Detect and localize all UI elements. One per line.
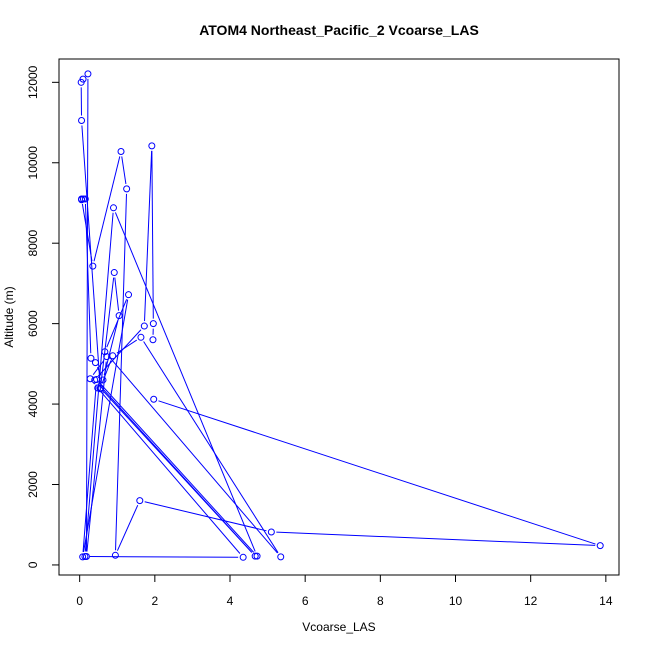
y-tick-label: 10000	[26, 146, 40, 180]
data-point	[148, 142, 156, 150]
data-point	[267, 528, 275, 536]
data-point	[109, 204, 117, 212]
data-point	[96, 384, 104, 392]
series-segment	[116, 504, 139, 551]
data-point	[596, 542, 604, 550]
data-point	[239, 553, 247, 561]
data-point	[150, 395, 158, 403]
data-point	[89, 262, 97, 270]
series-segment	[97, 383, 253, 553]
series-group	[77, 70, 604, 561]
series-segment	[151, 150, 154, 319]
y-tick-label: 4000	[26, 390, 40, 417]
data-point	[137, 333, 145, 341]
series-segment	[100, 391, 241, 554]
series-segment	[103, 320, 119, 376]
data-point	[84, 70, 92, 78]
data-point	[149, 320, 157, 328]
x-tick-label: 12	[524, 594, 538, 608]
series-segment	[115, 193, 127, 551]
data-point	[253, 552, 261, 560]
x-tick-label: 2	[151, 594, 158, 608]
series-segment	[158, 400, 596, 545]
data-point	[277, 553, 285, 561]
data-point	[109, 352, 117, 360]
x-tick-label: 10	[449, 594, 463, 608]
series-segment	[114, 212, 256, 552]
data-point	[79, 195, 87, 203]
series-segment	[84, 212, 114, 552]
data-point	[91, 376, 99, 384]
series-segment	[143, 341, 279, 553]
x-axis: 0 2 4 6 8 10 12 14	[76, 574, 613, 608]
series-segment	[116, 339, 138, 354]
series-segment	[83, 299, 129, 553]
series-segment	[107, 355, 278, 554]
data-point	[117, 148, 125, 156]
data-point	[110, 269, 118, 277]
data-point	[111, 551, 119, 559]
series-segment	[276, 531, 596, 546]
y-tick-label: 6000	[26, 310, 40, 337]
y-tick-label: 2000	[26, 471, 40, 498]
series-segment	[84, 203, 92, 354]
data-point	[115, 312, 123, 320]
x-tick-label: 8	[377, 594, 384, 608]
y-tick-label: 0	[26, 561, 40, 568]
plot-frame	[58, 58, 620, 576]
y-tick-label: 12000	[26, 65, 40, 99]
series-segment	[97, 329, 142, 377]
y-axis: 0 2000 4000 6000 8000 10000 12000	[26, 65, 60, 568]
series-segment	[81, 125, 101, 384]
series-segment	[106, 299, 128, 348]
data-point	[81, 195, 89, 203]
data-point	[251, 552, 259, 560]
series-segment	[92, 360, 105, 376]
data-point	[101, 348, 109, 356]
data-point	[140, 322, 148, 330]
series-segment	[100, 277, 115, 384]
y-tick-label: 8000	[26, 230, 40, 257]
series-segment	[121, 156, 127, 185]
data-point	[91, 359, 99, 367]
y-axis-label: Altitude (m)	[2, 286, 16, 347]
data-point	[136, 497, 144, 505]
x-tick-label: 14	[599, 594, 613, 608]
x-tick-label: 0	[76, 594, 83, 608]
data-point	[123, 185, 131, 193]
x-tick-label: 6	[302, 594, 309, 608]
series-segment	[93, 156, 121, 262]
x-axis-label: Vcoarse_LAS	[302, 620, 375, 634]
data-point	[149, 336, 157, 344]
x-tick-label: 4	[227, 594, 234, 608]
data-point	[79, 553, 87, 561]
series-segment	[144, 150, 153, 322]
chart-title: ATOM4 Northeast_Pacific_2 Vcoarse_LAS	[199, 22, 479, 38]
data-point	[87, 354, 95, 362]
series-segment	[85, 78, 89, 552]
series-segment	[86, 361, 107, 552]
series-segment	[82, 384, 97, 552]
series-segment	[89, 556, 239, 558]
data-point	[78, 117, 86, 125]
series-segment	[99, 382, 255, 553]
data-point	[94, 384, 102, 392]
series-segment	[114, 277, 120, 311]
series-segment	[144, 501, 267, 532]
data-point	[79, 75, 87, 83]
data-point	[125, 291, 133, 299]
